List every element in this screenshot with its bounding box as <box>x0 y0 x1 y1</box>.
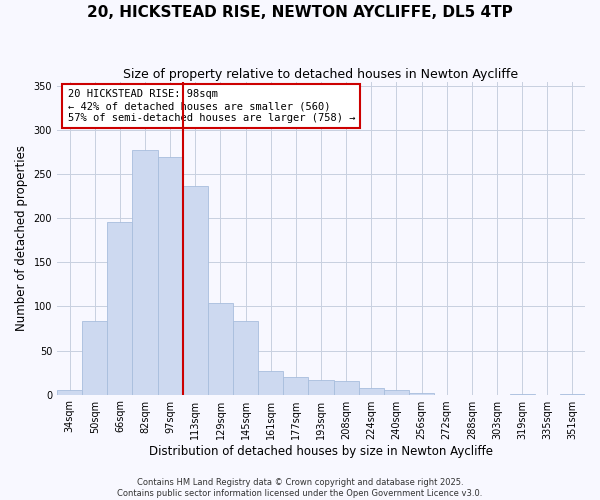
Bar <box>208 303 233 394</box>
Text: 20, HICKSTEAD RISE, NEWTON AYCLIFFE, DL5 4TP: 20, HICKSTEAD RISE, NEWTON AYCLIFFE, DL5… <box>87 5 513 20</box>
Bar <box>334 382 359 394</box>
Y-axis label: Number of detached properties: Number of detached properties <box>15 145 28 331</box>
Bar <box>158 156 183 394</box>
Bar <box>308 380 334 394</box>
Title: Size of property relative to detached houses in Newton Aycliffe: Size of property relative to detached ho… <box>124 68 518 80</box>
Bar <box>57 390 82 394</box>
Bar <box>384 390 409 394</box>
Text: Contains HM Land Registry data © Crown copyright and database right 2025.
Contai: Contains HM Land Registry data © Crown c… <box>118 478 482 498</box>
Bar <box>359 388 384 394</box>
Bar <box>183 186 208 394</box>
Bar <box>283 377 308 394</box>
X-axis label: Distribution of detached houses by size in Newton Aycliffe: Distribution of detached houses by size … <box>149 444 493 458</box>
Text: 20 HICKSTEAD RISE: 98sqm
← 42% of detached houses are smaller (560)
57% of semi-: 20 HICKSTEAD RISE: 98sqm ← 42% of detach… <box>68 90 355 122</box>
Bar <box>233 322 258 394</box>
Bar <box>107 222 133 394</box>
Bar <box>258 371 283 394</box>
Bar <box>133 150 158 394</box>
Bar <box>409 393 434 394</box>
Bar <box>82 322 107 394</box>
